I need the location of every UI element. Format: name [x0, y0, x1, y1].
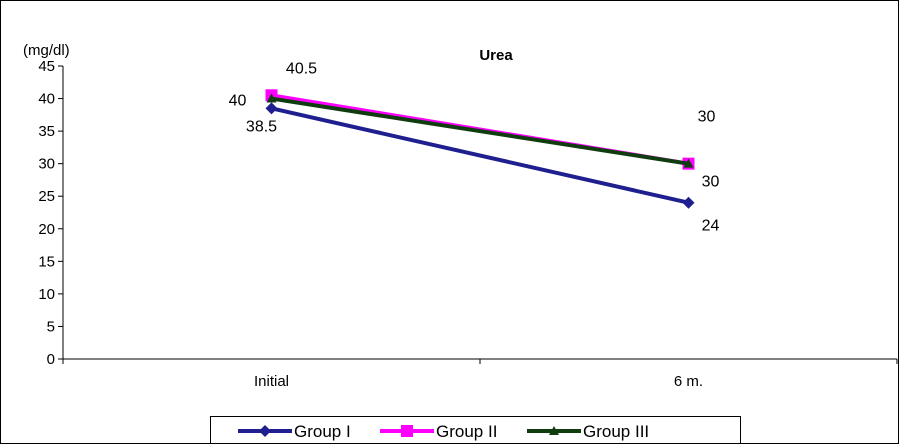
data-point [265, 102, 278, 115]
series-layer [265, 89, 695, 209]
x-tick-label: 6 m. [674, 373, 703, 390]
data-point [266, 93, 277, 103]
series-line [271, 106, 689, 205]
series-3 [266, 93, 694, 168]
y-tick-label: 45 [38, 58, 55, 75]
y-tick-label: 30 [38, 156, 55, 173]
axes: 0 5 10 15 20 25 30 35 40 45 Initial 6 m. [38, 58, 898, 390]
legend-item: Group III [527, 422, 649, 441]
y-tick-label: 35 [38, 123, 55, 140]
data-point [682, 196, 695, 209]
x-tick-label: Initial [254, 373, 289, 390]
series-line [271, 96, 689, 166]
legend-swatch-marker [401, 425, 413, 437]
data-label: 40 [229, 93, 247, 110]
y-tick-label: 25 [38, 188, 55, 205]
legend-label: Group II [436, 422, 497, 441]
y-tick-label: 20 [38, 221, 55, 238]
legend-label: Group III [583, 422, 649, 441]
legend-item: Group I [238, 422, 351, 441]
y-tick-label: 40 [38, 91, 55, 108]
y-tick-label: 0 [47, 351, 55, 368]
legend-items: Group I Group II Group III [238, 422, 649, 441]
y-tick-label: 5 [47, 318, 55, 335]
legend-label: Group I [294, 422, 351, 441]
data-label: 40.5 [286, 60, 317, 77]
y-tick-label: 15 [38, 253, 55, 270]
legend-swatch-marker [549, 426, 559, 435]
legend-swatch-marker [259, 425, 271, 437]
y-axis-unit-label: (mg/dl) [23, 42, 70, 59]
data-label: 30 [698, 109, 716, 126]
legend: Group I Group II Group III [210, 416, 741, 444]
data-label: 24 [702, 218, 720, 235]
series-1 [265, 102, 695, 209]
chart-title: Urea [479, 47, 513, 64]
data-label: 38.5 [246, 118, 277, 135]
y-tick-label: 10 [38, 286, 55, 303]
data-labels: 38.5 24 40.5 30 40 30 [229, 60, 720, 234]
legend-box [210, 416, 741, 444]
data-label: 30 [702, 174, 720, 191]
legend-item: Group II [380, 422, 497, 441]
data-point [683, 158, 694, 168]
